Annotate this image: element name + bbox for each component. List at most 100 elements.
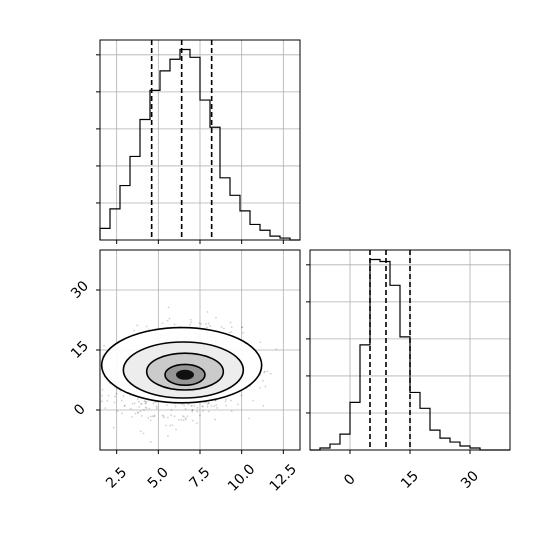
scatter-point — [199, 322, 202, 325]
scatter-point — [191, 410, 194, 413]
scatter-point — [142, 432, 145, 435]
scatter-point — [101, 388, 104, 391]
scatter-point — [148, 407, 151, 410]
scatter-point — [184, 408, 187, 410]
scatter-point — [206, 405, 209, 408]
scatter-point — [130, 416, 133, 418]
scatter-point — [196, 410, 199, 413]
scatter-point — [115, 392, 118, 395]
hist2-xtick-label-0: 0 — [341, 471, 359, 489]
scatter-point — [174, 405, 177, 408]
scatter-point — [193, 404, 196, 407]
scatter-point — [165, 404, 168, 407]
scatter-point — [155, 407, 158, 410]
scatter-point — [242, 331, 244, 334]
scatter-point — [144, 402, 147, 405]
scatter-point — [206, 311, 209, 313]
scatter-point — [120, 399, 123, 402]
scatter-point — [264, 385, 267, 388]
scatter-point — [230, 410, 233, 413]
histogram-parameter-2-panel: 0 15 30 — [306, 249, 511, 492]
scatter-point — [208, 402, 210, 405]
scatter-point — [144, 406, 147, 409]
scatter-point — [188, 323, 191, 326]
scatter-point — [140, 402, 143, 405]
scatter-point — [136, 324, 139, 327]
scatter-point — [205, 326, 208, 329]
scatter-point — [93, 373, 95, 375]
scatter-point — [116, 410, 119, 413]
scatter-point — [164, 453, 166, 455]
scatter-point — [145, 325, 148, 328]
scatter-point — [114, 395, 117, 398]
hist1-histogram-line — [99, 48, 300, 241]
scatter-point — [207, 410, 210, 413]
scatter-point — [182, 419, 185, 422]
scatter-point — [112, 426, 115, 429]
scatter-point — [145, 402, 147, 404]
scatter-point — [152, 402, 155, 405]
scatter-point — [169, 424, 171, 427]
scatter-point — [106, 400, 109, 402]
scatter-point — [101, 400, 103, 403]
scatter-point — [241, 326, 244, 328]
scatter-point — [139, 410, 142, 413]
scatter-point — [132, 329, 135, 332]
scatter-point — [94, 373, 96, 375]
scatter-point — [136, 411, 139, 414]
joint-xtick-label-1: 5.0 — [145, 464, 172, 491]
scatter-point — [91, 352, 93, 354]
contour-line-2 — [145, 352, 225, 391]
scatter-point — [134, 412, 137, 415]
scatter-point — [149, 419, 152, 422]
contour-line-0 — [100, 326, 263, 404]
scatter-point — [195, 422, 198, 425]
scatter-point — [205, 323, 207, 325]
scatter-point — [225, 398, 227, 401]
scatter-point — [191, 404, 193, 407]
scatter-point — [202, 409, 204, 412]
scatter-point — [275, 348, 278, 351]
density-core — [176, 369, 194, 380]
scatter-point — [240, 326, 243, 329]
scatter-point — [161, 414, 164, 417]
scatter-point — [201, 405, 204, 408]
scatter-point — [190, 405, 193, 407]
scatter-point — [167, 416, 169, 419]
scatter-point — [252, 399, 255, 402]
scatter-point — [230, 326, 233, 329]
scatter-point — [198, 414, 201, 417]
scatter-point — [222, 327, 225, 330]
scatter-point — [162, 416, 165, 419]
scatter-point — [123, 404, 126, 407]
scatter-point — [177, 418, 180, 421]
scatter-point — [131, 403, 134, 405]
scatter-point — [215, 316, 217, 319]
scatter-point — [140, 403, 142, 405]
scatter-point — [149, 441, 152, 443]
scatter-point — [196, 406, 199, 409]
joint-ytick-label-2: 30 — [68, 278, 92, 302]
joint-xtick-label-3: 10.0 — [225, 461, 258, 494]
scatter-point — [153, 415, 156, 418]
scatter-point — [266, 370, 269, 373]
scatter-point — [104, 407, 107, 410]
scatter-point — [214, 418, 216, 421]
hist2-xtick-label-2: 30 — [458, 468, 482, 492]
scatter-point — [269, 372, 272, 375]
scatter-point — [262, 379, 265, 382]
scatter-point — [189, 318, 192, 321]
scatter-point — [167, 434, 169, 437]
scatter-point — [207, 402, 210, 404]
scatter-point — [262, 405, 265, 407]
joint-ytick-label-1: 15 — [68, 338, 92, 362]
scatter-point — [191, 419, 194, 422]
scatter-point — [133, 402, 136, 405]
scatter-point — [140, 415, 143, 417]
scatter-point — [121, 412, 123, 415]
scatter-point — [184, 417, 187, 420]
joint-xtick-label-2: 7.5 — [186, 464, 213, 491]
scatter-point — [122, 395, 125, 397]
scatter-point — [187, 403, 190, 406]
scatter-point — [220, 326, 223, 328]
